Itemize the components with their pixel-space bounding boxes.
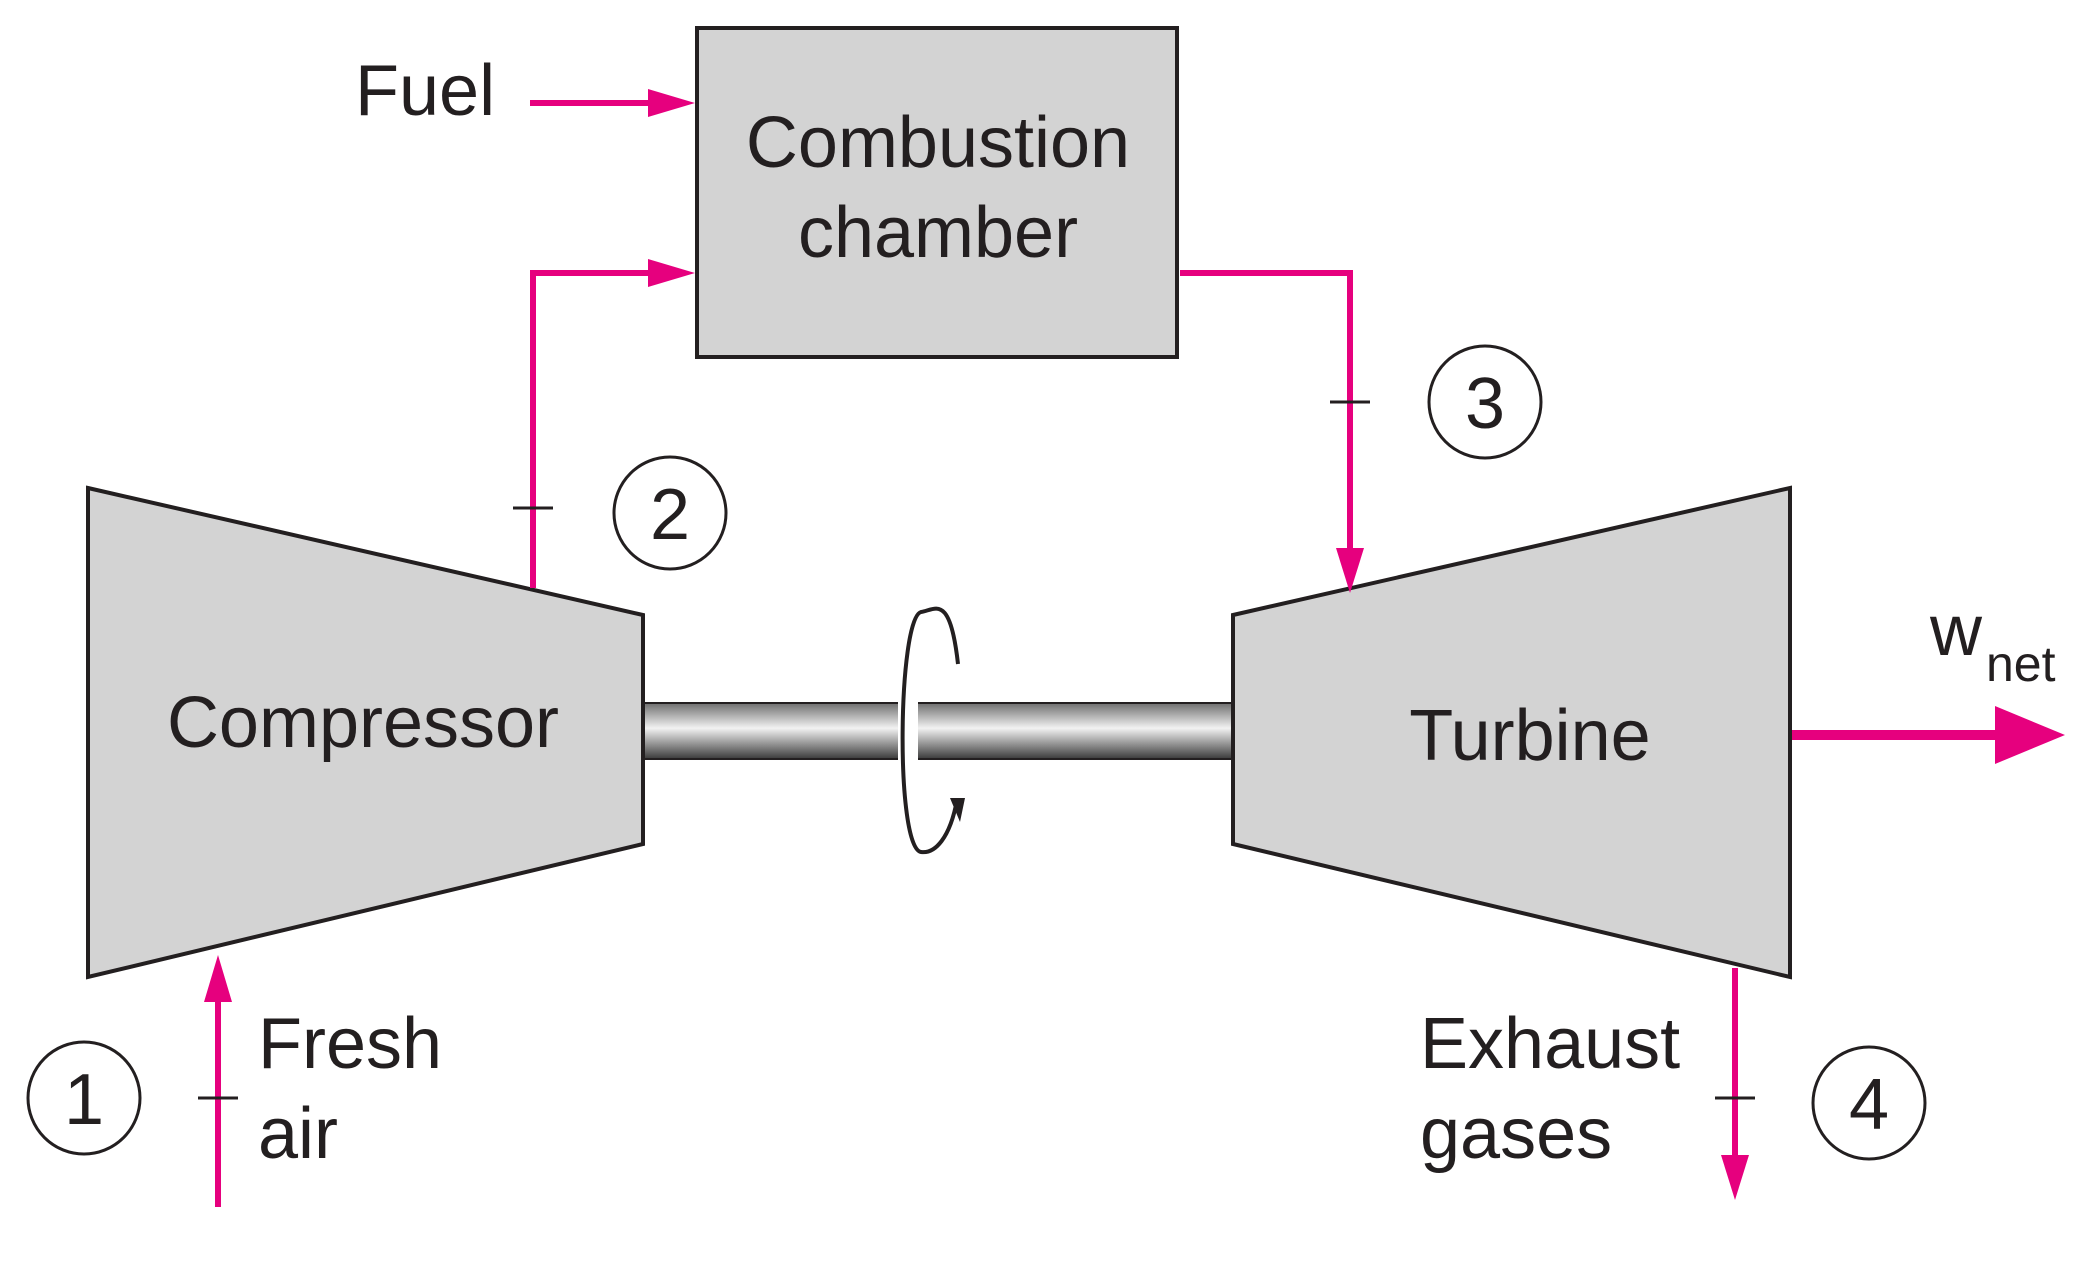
turbine-label: Turbine	[1409, 696, 1650, 776]
state-4-circle	[1811, 1045, 1927, 1161]
state-1-number: 1	[64, 1060, 104, 1140]
state-2-number: 2	[650, 475, 690, 555]
exhaust-label-line1: Exhaust	[1420, 1004, 1680, 1084]
fuel-arrowhead	[648, 89, 695, 117]
compressor-to-chamber-line	[530, 270, 650, 588]
exhaust-label-line2: gases	[1420, 1094, 1612, 1174]
combustion-chamber-box	[695, 26, 1179, 359]
turbine-inlet-arrowhead	[1336, 548, 1364, 593]
net-work-symbol: w	[1929, 591, 1983, 671]
compressor-label: Compressor	[167, 683, 559, 763]
net-work-subscript: net	[1986, 636, 2056, 692]
exhaust-arrowhead	[1721, 1155, 1749, 1200]
work-output-arrowhead	[1995, 706, 2065, 764]
state-4-number: 4	[1849, 1065, 1889, 1145]
combustion-chamber-label-line1: Combustion	[746, 103, 1130, 183]
chamber-to-turbine-line	[1180, 270, 1353, 550]
fresh-air-arrowhead	[204, 955, 232, 1002]
compressor-body	[86, 485, 645, 980]
state-3-number: 3	[1465, 364, 1505, 444]
rotation-arrow-icon	[898, 606, 965, 855]
state-3-circle	[1427, 344, 1543, 460]
fresh-air-label-line1: Fresh	[258, 1004, 442, 1084]
state-2-circle	[612, 455, 728, 571]
turbine-body	[1231, 485, 1792, 980]
combustion-chamber-label-line2: chamber	[798, 193, 1078, 273]
net-work-label: wnet	[1929, 591, 2056, 692]
shaft	[639, 702, 1235, 760]
chamber-inlet-arrowhead	[648, 259, 695, 287]
fresh-air-label-line2: air	[258, 1094, 338, 1174]
state-1-circle	[26, 1040, 142, 1156]
fuel-label: Fuel	[355, 51, 495, 131]
